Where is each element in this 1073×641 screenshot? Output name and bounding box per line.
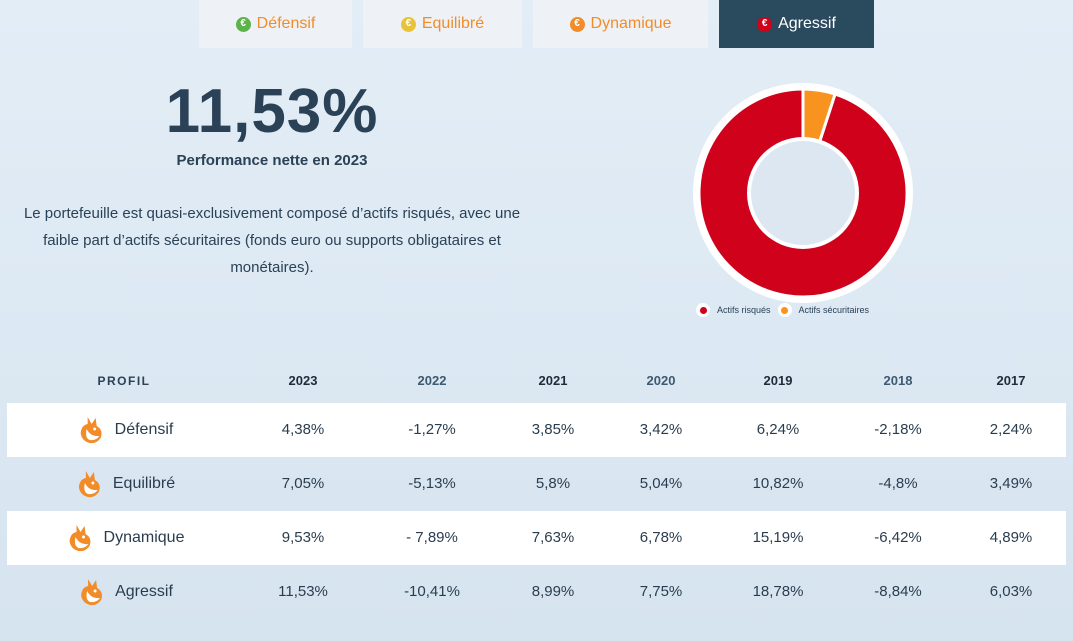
legend-item-risques[interactable]: Actifs risqués <box>696 303 771 317</box>
table-row: Equilibré 7,05% -5,13% 5,8% 5,04% 10,82%… <box>7 457 1066 511</box>
cell-2023: 4,38% <box>281 421 325 438</box>
cell-2017: 2,24% <box>989 421 1033 438</box>
cell-2022: - 7,89% <box>406 529 458 546</box>
chart-legend: Actifs risqués Actifs sécuritaires <box>696 303 869 317</box>
cell-2019: 18,78% <box>752 583 804 600</box>
profile-name: Equilibré <box>112 475 176 492</box>
cell-2019: 10,82% <box>752 475 804 492</box>
cell-2023: 11,53% <box>278 583 328 600</box>
header-2018: 2018 <box>883 373 913 388</box>
cell-2022: -1,27% <box>408 421 456 438</box>
tab-equilibre[interactable]: € Equilibré <box>363 0 522 48</box>
cell-2021: 7,63% <box>531 529 575 546</box>
tab-agressif[interactable]: € Agressif <box>719 0 874 48</box>
header-2019: 2019 <box>763 373 793 388</box>
profile-cell: Equilibré <box>77 457 175 511</box>
legend-label: Actifs risqués <box>717 305 771 315</box>
profile-name: Défensif <box>114 421 174 438</box>
cell-2022: -10,41% <box>404 583 460 600</box>
fox-icon <box>69 525 91 552</box>
tab-label: Equilibré <box>421 15 485 32</box>
tab-label: Dynamique <box>590 15 672 32</box>
cell-2023: 9,53% <box>281 529 325 546</box>
fox-icon <box>78 471 100 498</box>
cell-2020: 7,75% <box>639 583 683 600</box>
cell-2020: 5,04% <box>639 475 683 492</box>
legend-marker <box>696 303 710 317</box>
table-row: Défensif 4,38% -1,27% 3,85% 3,42% 6,24% … <box>7 403 1066 457</box>
legend-item-securitaires[interactable]: Actifs sécuritaires <box>777 303 870 317</box>
tab-defensif[interactable]: € Défensif <box>199 0 352 48</box>
dynamique-icon: € <box>569 16 585 32</box>
cell-2023: 7,05% <box>281 475 325 492</box>
cell-2020: 3,42% <box>639 421 683 438</box>
portfolio-description: Le portefeuille est quasi-exclusivement … <box>23 205 521 276</box>
allocation-donut-chart <box>693 83 913 303</box>
cell-2022: -5,13% <box>408 475 456 492</box>
cell-2017: 3,49% <box>989 475 1033 492</box>
donut-hole <box>751 141 855 245</box>
cell-2018: -2,18% <box>874 421 922 438</box>
profile-cell: Dynamique <box>68 511 185 565</box>
header-2021: 2021 <box>538 373 568 388</box>
cell-2021: 5,8% <box>535 475 571 492</box>
profile-cell: Défensif <box>79 403 174 457</box>
header-2023: 2023 <box>288 373 318 388</box>
cell-2021: 8,99% <box>531 583 575 600</box>
cell-2017: 4,89% <box>989 529 1033 546</box>
cell-2019: 6,24% <box>756 421 800 438</box>
cell-2018: -4,8% <box>878 475 918 492</box>
tab-dynamique[interactable]: € Dynamique <box>533 0 708 48</box>
header-2017: 2017 <box>996 373 1026 388</box>
fox-icon <box>81 579 103 606</box>
cell-2021: 3,85% <box>531 421 575 438</box>
header-2022: 2022 <box>417 373 447 388</box>
cell-2018: -6,42% <box>874 529 922 546</box>
table-row: Dynamique 9,53% - 7,89% 7,63% 6,78% 15,1… <box>7 511 1066 565</box>
profile-name: Dynamique <box>103 529 185 546</box>
profile-name: Agressif <box>115 583 173 600</box>
tab-label: Agressif <box>778 15 836 32</box>
header-profil: PROFIL <box>97 374 151 388</box>
performance-value: 11,53% <box>165 77 379 146</box>
performance-label: Performance nette en 2023 <box>176 152 368 169</box>
cell-2020: 6,78% <box>639 529 683 546</box>
cell-2017: 6,03% <box>989 583 1033 600</box>
legend-label: Actifs sécuritaires <box>798 305 870 315</box>
cell-2018: -8,84% <box>874 583 922 600</box>
table-header: PROFIL 2023 2022 2021 2020 2019 2018 201… <box>7 366 1066 396</box>
defensif-icon: € <box>235 16 251 32</box>
legend-marker <box>777 303 792 317</box>
table-row: Agressif 11,53% -10,41% 8,99% 7,75% 18,7… <box>7 565 1066 619</box>
equilibre-icon: € <box>400 16 416 32</box>
tab-label: Défensif <box>256 15 316 32</box>
profile-cell: Agressif <box>79 565 173 619</box>
fox-icon <box>80 417 102 444</box>
cell-2019: 15,19% <box>752 529 804 546</box>
agressif-icon: € <box>757 16 773 32</box>
header-2020: 2020 <box>646 373 676 388</box>
